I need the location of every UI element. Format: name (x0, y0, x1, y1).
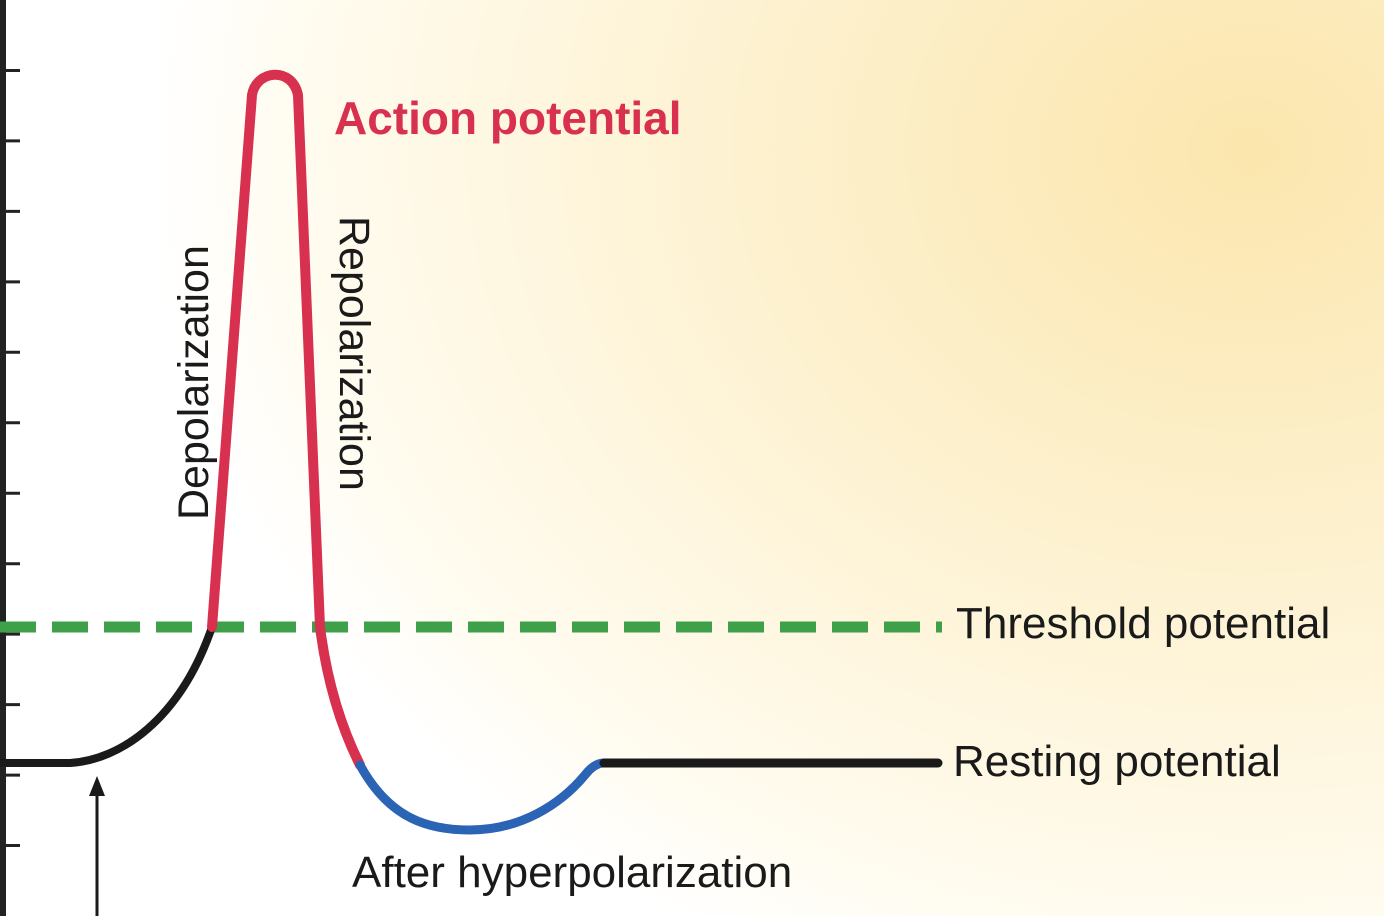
resting-potential-label: Resting potential (953, 737, 1281, 786)
repolarization-label: Repolarization (330, 216, 378, 491)
axis-ticks (3, 68, 20, 848)
stimulus-arrow-head (89, 776, 105, 796)
depolarization-label: Depolarization (170, 245, 218, 520)
action-potential-curve (207, 69, 365, 770)
threshold-potential-label: Threshold potential (956, 599, 1330, 648)
resting-rise-curve (0, 623, 216, 767)
action-potential-label: Action potential (334, 92, 682, 144)
after-hyperpolarization-label: After hyperpolarization (352, 848, 792, 897)
after-hyperpolarization-curve (355, 758, 609, 835)
